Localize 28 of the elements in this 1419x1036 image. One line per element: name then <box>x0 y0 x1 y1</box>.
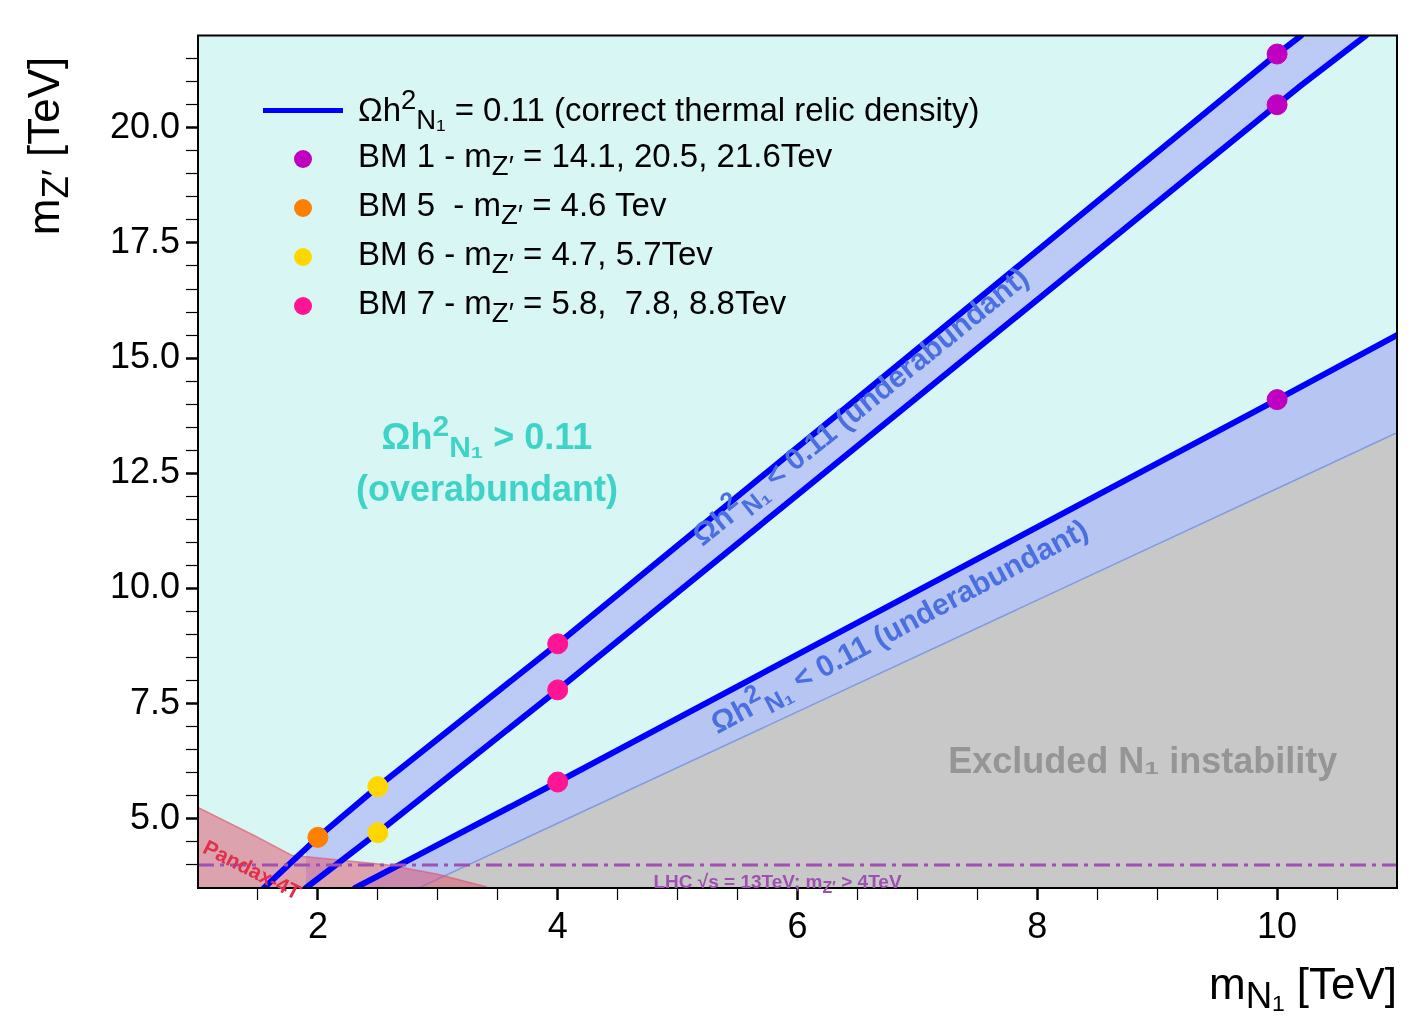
y-tick-label: 17.5 <box>109 219 180 261</box>
y-tick-label: 10.0 <box>109 565 180 607</box>
point <box>547 771 569 793</box>
x-tick-label: 10 <box>1257 904 1298 946</box>
point <box>547 633 569 655</box>
legend-label: BM 5 - m$_{Z′}$ = 4.6 Tev <box>358 185 667 231</box>
point <box>1266 389 1288 411</box>
point <box>367 776 389 798</box>
x-tick-label: 8 <box>1027 904 1048 946</box>
legend-label: Ωh$^{2}$$_{N₁}$ = 0.11 (correct thermal relic density) <box>358 84 980 136</box>
x-tick-label: 4 <box>547 904 568 946</box>
y-tick-label: 15.0 <box>109 335 180 377</box>
y-tick-label: 7.5 <box>129 680 180 722</box>
y-tick-label: 20.0 <box>109 104 180 146</box>
legend-label: BM 7 - m$_{Z′}$ = 5.8, 7.8, 8.8Tev <box>358 283 787 329</box>
point <box>1266 94 1288 116</box>
x-axis-title: m$_{N₁}$ [TeV] <box>1209 958 1397 1018</box>
point <box>367 822 389 844</box>
legend-label: BM 6 - m$_{Z′}$ = 4.7, 5.7Tev <box>358 234 713 280</box>
point <box>547 679 569 701</box>
legend-label: BM 1 - m$_{Z′}$ = 14.1, 20.5, 21.6Tev <box>358 136 833 182</box>
x-tick-label: 2 <box>307 904 328 946</box>
y-tick-label: 5.0 <box>129 795 180 837</box>
y-tick-label: 12.5 <box>109 450 180 492</box>
x-tick-label: 6 <box>787 904 808 946</box>
point <box>307 826 329 848</box>
annotation: Ωh$^{2}$$_{N₁}$ > 0.11 (overabundant) <box>355 408 618 512</box>
point <box>1266 43 1288 65</box>
